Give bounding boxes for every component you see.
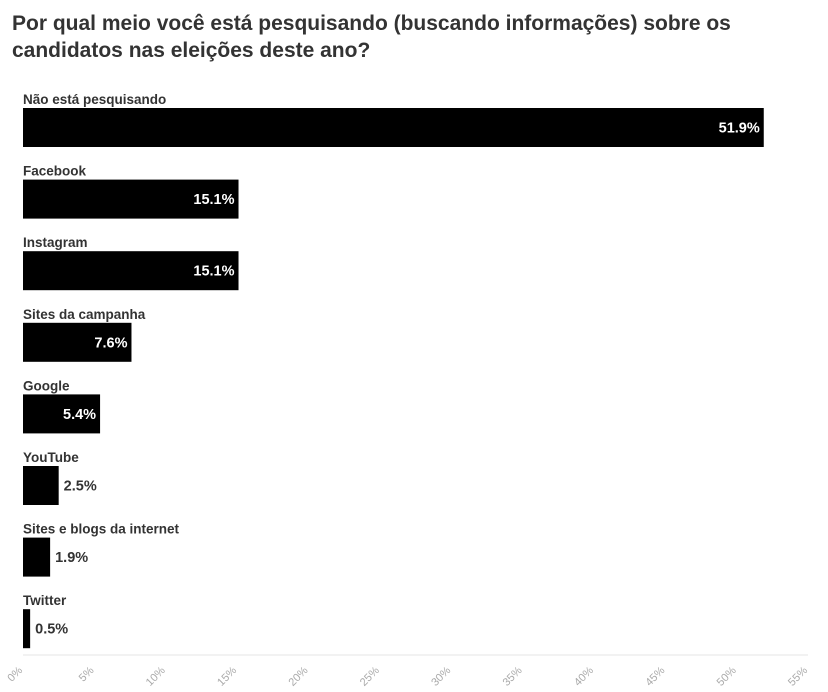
- x-tick-label: 30%: [429, 664, 453, 688]
- category-label: Google: [23, 378, 70, 393]
- bar: [23, 609, 31, 649]
- category-label: Sites e blogs da internet: [23, 522, 180, 537]
- x-tick-label: 25%: [358, 664, 382, 688]
- x-tick-label: 15%: [215, 664, 239, 688]
- bars-layer: Não está pesquisando 51.9% Facebook 15.1% In…: [23, 92, 764, 649]
- bar: [23, 466, 59, 505]
- x-tick-label: 0%: [5, 664, 25, 684]
- value-label: 7.6%: [94, 335, 127, 351]
- x-tick-label: 50%: [715, 664, 739, 688]
- value-label: 1.9%: [55, 550, 88, 566]
- x-tick-label: 35%: [501, 664, 525, 688]
- x-tick-label: 10%: [144, 664, 168, 688]
- x-axis-ticks: 0% 5% 10% 15% 20% 25% 30% 35% 40% 45% 50% 55%: [5, 664, 810, 688]
- x-tick-label: 55%: [786, 664, 810, 688]
- x-tick-label: 45%: [643, 664, 667, 688]
- category-label: YouTube: [23, 450, 79, 465]
- value-label: 0.5%: [35, 622, 68, 638]
- chart-title: Por qual meio você está pesquisando (bus…: [12, 12, 731, 62]
- category-label: Facebook: [23, 164, 87, 179]
- bar: [23, 179, 239, 219]
- value-label: 2.5%: [64, 479, 97, 495]
- value-label: 15.1%: [193, 192, 234, 208]
- value-label: 5.4%: [63, 407, 96, 423]
- value-label: 15.1%: [193, 264, 234, 280]
- category-label: Instagram: [23, 235, 88, 250]
- value-label: 51.9%: [719, 121, 760, 137]
- bar: [23, 251, 239, 291]
- x-tick-label: 40%: [572, 664, 596, 688]
- bar: [23, 322, 132, 362]
- bar: [23, 108, 764, 147]
- category-label: Não está pesquisando: [23, 92, 166, 107]
- bar: [23, 394, 101, 434]
- category-label: Sites da campanha: [23, 307, 146, 322]
- x-tick-label: 5%: [77, 664, 97, 684]
- category-label: Twitter: [23, 593, 67, 608]
- bar: [23, 537, 51, 577]
- x-tick-label: 20%: [287, 664, 311, 688]
